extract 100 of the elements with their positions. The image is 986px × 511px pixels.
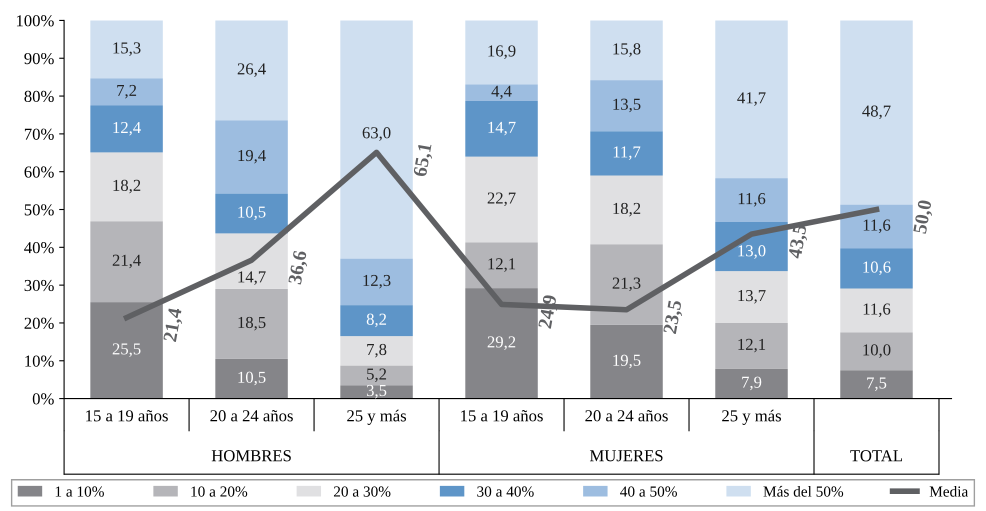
- y-tick-label: 40%: [24, 242, 54, 254]
- legend-label: Más del 50%: [763, 486, 844, 497]
- bar: [590, 244, 663, 325]
- bar: [840, 204, 913, 248]
- data-label: 19,5: [613, 354, 640, 368]
- data-label: 36,6: [288, 250, 310, 286]
- bar: [340, 20, 413, 259]
- bar: [215, 120, 288, 194]
- x-tick-label: 25 y más: [347, 410, 406, 425]
- data-label: 16,9: [488, 45, 516, 59]
- data-label: 21,3: [612, 278, 640, 292]
- data-label: 13,5: [613, 98, 640, 112]
- y-tick-label: 70%: [24, 128, 54, 140]
- bar: [215, 358, 288, 399]
- bar: [215, 288, 288, 359]
- bar: [90, 20, 163, 78]
- legend-label: 10 a 20%: [191, 486, 248, 497]
- data-label: 10,5: [238, 206, 266, 220]
- data-label: 12,1: [488, 258, 516, 272]
- y-tick-label: 10%: [25, 355, 54, 367]
- data-label: 10,6: [863, 261, 891, 276]
- data-label: 25,5: [112, 343, 141, 357]
- data-label: 22,7: [488, 192, 516, 206]
- bar: [465, 100, 538, 157]
- data-label: 21,4: [112, 254, 141, 268]
- bar: [590, 131, 663, 176]
- data-label: 63,0: [362, 127, 391, 141]
- data-label: 41,7: [737, 92, 766, 106]
- bar: [840, 20, 913, 205]
- legend-label: 40 a 50%: [620, 486, 677, 497]
- data-label: 7,2: [117, 84, 136, 98]
- bar: [215, 20, 288, 120]
- data-label: 65,1: [413, 142, 434, 178]
- bar: [590, 20, 663, 80]
- legend-label: 30 a 40%: [477, 486, 534, 497]
- bar: [590, 324, 663, 399]
- legend-label: 20 a 30%: [334, 486, 390, 497]
- text: TOTAL: [850, 450, 902, 462]
- data-label: 18,2: [613, 202, 640, 216]
- bar: [715, 322, 788, 369]
- y-tick-label: 100%: [16, 15, 54, 26]
- bar: [465, 242, 538, 288]
- data-label: 4,4: [491, 86, 512, 100]
- x-tick-label: 25 y más: [722, 410, 781, 425]
- bar: [90, 302, 163, 399]
- text: MUJERES: [590, 450, 663, 462]
- data-label: 50,0: [913, 200, 934, 234]
- data-label: 21,4: [163, 307, 185, 343]
- data-label: 18,5: [238, 316, 266, 330]
- bar: [90, 221, 163, 302]
- data-label: 14,7: [238, 271, 266, 285]
- data-label: 13,0: [738, 245, 766, 259]
- data-label: 10,5: [238, 372, 266, 386]
- bar: [840, 332, 913, 370]
- bar: [840, 370, 913, 399]
- bar: [90, 78, 163, 106]
- bar: [340, 336, 413, 366]
- bar: [715, 20, 788, 178]
- bar: [840, 288, 913, 332]
- data-label: 10,0: [863, 344, 890, 358]
- data-label: 12,4: [113, 122, 141, 136]
- y-tick-label: 0%: [32, 393, 54, 405]
- y-tick-label: 20%: [24, 318, 54, 329]
- bar: [590, 175, 663, 244]
- data-label: 3,5: [366, 384, 386, 399]
- bar: [715, 178, 788, 222]
- bar: [465, 20, 538, 84]
- data-label: 11,7: [614, 146, 640, 160]
- data-label: 23,5: [663, 300, 684, 335]
- data-label: 18,2: [113, 180, 140, 194]
- bar: [715, 271, 788, 323]
- bar: [340, 366, 413, 386]
- data-label: 11,6: [864, 303, 890, 318]
- data-label: 11,6: [864, 220, 890, 234]
- x-tick-label: 20 a 24 años: [210, 410, 293, 422]
- bar: [90, 152, 163, 222]
- y-tick-label: 50%: [24, 204, 54, 216]
- bar: [590, 80, 663, 132]
- y-tick-label: 80%: [24, 90, 54, 102]
- data-label: 11,6: [738, 193, 766, 207]
- data-label: 13,7: [738, 290, 766, 304]
- y-tick-label: 30%: [24, 280, 54, 292]
- legend-label: 1 a 10%: [56, 486, 104, 497]
- bar: [840, 248, 913, 289]
- x-tick-label: 20 a 24 años: [585, 410, 668, 422]
- data-label: 15,8: [613, 43, 640, 57]
- data-label: 12,1: [738, 338, 766, 352]
- legend-label: Media: [930, 486, 968, 497]
- x-tick-label: 15 a 19 años: [461, 410, 543, 422]
- data-label: 14,7: [488, 122, 516, 136]
- data-label: 19,4: [238, 150, 266, 164]
- data-label: 5,2: [367, 368, 386, 382]
- data-label: 29,2: [488, 336, 516, 350]
- data-label: 7,5: [867, 377, 886, 391]
- bar: [90, 106, 163, 152]
- y-tick-label: 90%: [24, 52, 54, 64]
- data-label: 8,2: [366, 314, 386, 328]
- bar: [715, 368, 788, 399]
- y-tick-label: 60%: [24, 166, 54, 178]
- x-tick-label: 15 a 19 años: [86, 410, 168, 422]
